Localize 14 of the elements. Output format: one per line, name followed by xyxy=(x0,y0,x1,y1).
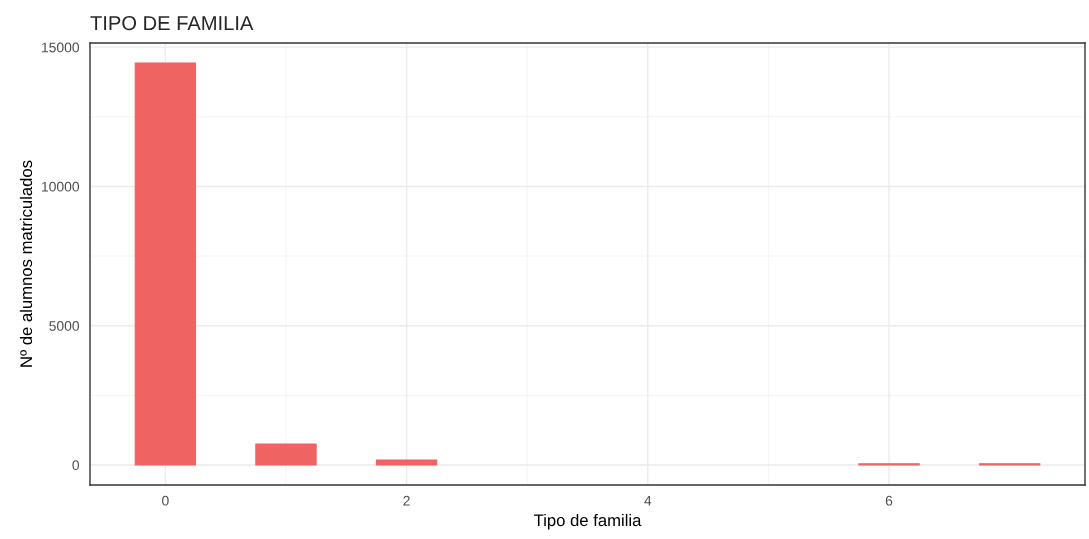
x-tick-label: 0 xyxy=(162,495,169,506)
x-tick-label: 2 xyxy=(403,495,410,506)
x-axis-title: Tipo de familia xyxy=(534,513,642,530)
y-tick-label: 5000 xyxy=(49,321,80,331)
bar xyxy=(134,62,197,466)
x-tick-label: 6 xyxy=(885,495,893,506)
y-tick-label: 0 xyxy=(72,460,80,471)
y-tick-label: 15000 xyxy=(42,42,80,53)
x-tick-label: 4 xyxy=(644,495,652,506)
bar xyxy=(255,443,317,466)
y-axis-title: Nº de alumnos matriculados xyxy=(19,160,33,367)
chart-title: TIPO DE FAMILIA xyxy=(90,15,254,31)
bar xyxy=(375,459,438,466)
y-tick-label: 10000 xyxy=(42,181,80,192)
